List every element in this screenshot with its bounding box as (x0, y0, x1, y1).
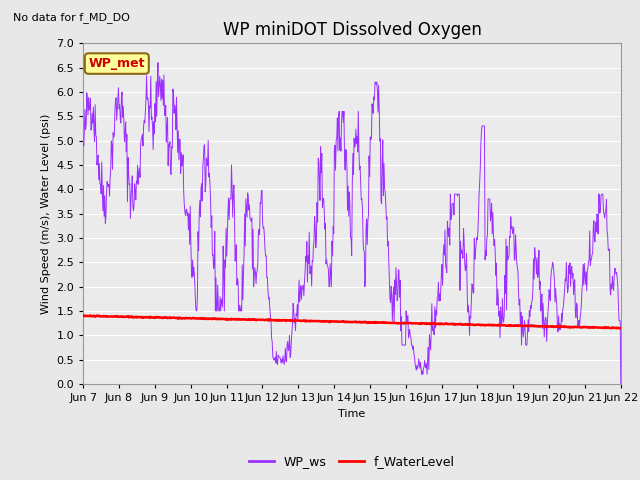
Text: WP_met: WP_met (88, 57, 145, 70)
Text: No data for f_MD_DO: No data for f_MD_DO (13, 12, 130, 23)
X-axis label: Time: Time (339, 408, 365, 419)
Title: WP miniDOT Dissolved Oxygen: WP miniDOT Dissolved Oxygen (223, 21, 481, 39)
Y-axis label: Wind Speed (m/s), Water Level (psi): Wind Speed (m/s), Water Level (psi) (41, 113, 51, 314)
Legend: WP_ws, f_WaterLevel: WP_ws, f_WaterLevel (244, 450, 460, 473)
